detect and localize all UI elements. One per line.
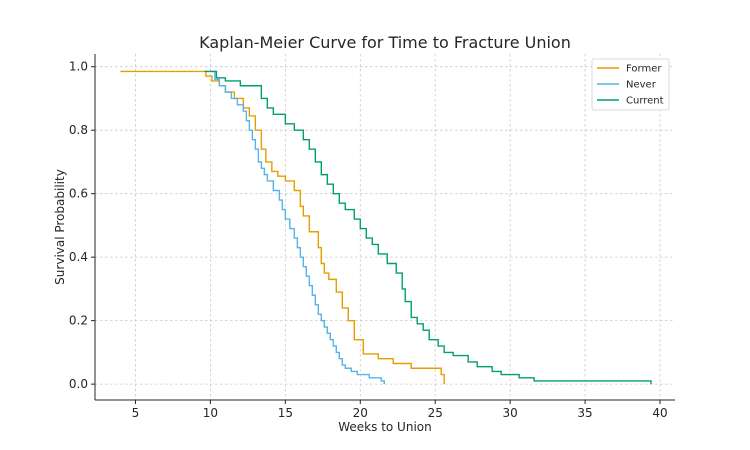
x-ticks: 5 10 15 20 25 30 35 40	[132, 400, 668, 420]
axes	[94, 54, 675, 401]
y-tick-label: 0.8	[69, 123, 88, 137]
y-tick-label: 0.4	[69, 250, 88, 264]
x-axis-title: Weeks to Union	[338, 420, 431, 434]
series-group	[120, 70, 652, 385]
x-tick-label: 35	[577, 406, 592, 420]
y-tick-label: 0.0	[69, 377, 88, 391]
x-tick-label: 15	[278, 406, 293, 420]
x-tick-label: 5	[132, 406, 140, 420]
x-tick-label: 30	[503, 406, 518, 420]
x-tick-label: 20	[353, 406, 368, 420]
legend-label-current: Current	[626, 96, 664, 107]
legend: Former Never Current	[591, 58, 670, 111]
legend-box	[591, 58, 670, 111]
x-tick-label: 40	[652, 406, 667, 420]
y-ticks: 0.0 0.2 0.4 0.6 0.8 1.0	[69, 60, 95, 391]
chart-title: Kaplan-Meier Curve for Time to Fracture …	[199, 33, 571, 52]
series-line-current	[204, 70, 652, 385]
legend-label-former: Former	[626, 64, 662, 75]
y-axis-title: Survival Probability	[53, 169, 67, 285]
legend-label-never: Never	[626, 80, 657, 91]
y-tick-label: 0.6	[69, 187, 88, 201]
series-line-never	[210, 70, 385, 385]
grid	[95, 54, 675, 400]
x-tick-label: 25	[428, 406, 443, 420]
x-tick-label: 10	[203, 406, 218, 420]
y-tick-label: 1.0	[69, 60, 88, 74]
y-tick-label: 0.2	[69, 314, 88, 328]
